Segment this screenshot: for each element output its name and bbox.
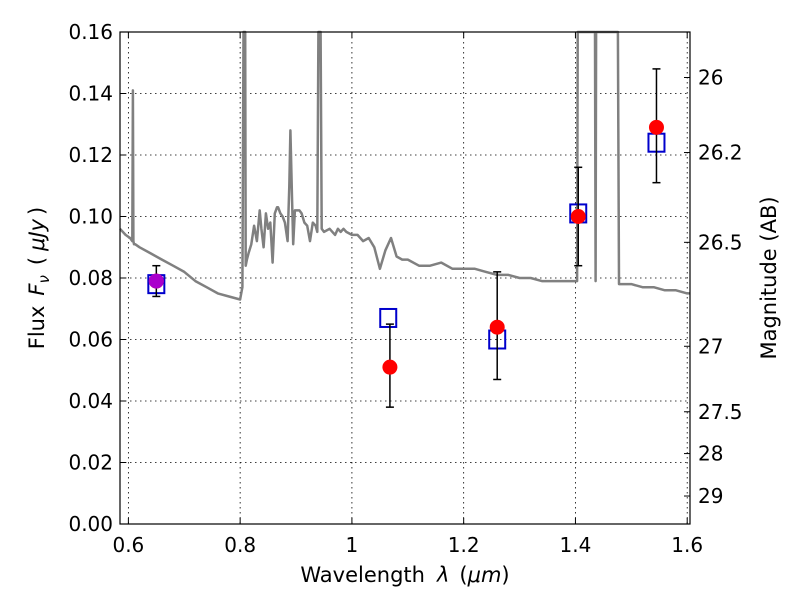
grid-lines [120, 31, 690, 525]
magnitude-tick-label: 26.5 [698, 230, 743, 254]
y-tick-label: 0.00 [68, 512, 113, 536]
y-tick-label: 0.06 [68, 328, 113, 352]
y-tick-label: 0.02 [68, 451, 113, 475]
magnitude-tick-label: 28 [698, 442, 723, 466]
magnitude-tick-label: 26.2 [698, 141, 743, 165]
y-axis-label: FluxFν(μJy) [25, 207, 53, 350]
observed-flux-point [570, 209, 586, 224]
y-tick-label: 0.04 [68, 389, 113, 413]
x-tick-label: 1 [346, 533, 359, 557]
y-tick-label: 0.08 [68, 266, 113, 290]
y-tick-label: 0.16 [68, 20, 113, 44]
model-sed-line [119, 30, 690, 301]
magnitude-tick-label: 27.5 [698, 400, 743, 424]
x-tick-label: 1.2 [448, 533, 480, 557]
y-tick-label: 0.14 [68, 82, 113, 106]
observed-flux-point [148, 273, 164, 289]
observed-flux-point [648, 119, 664, 135]
x-axis-label: Wavelength λ (μm) [300, 563, 509, 587]
observed-flux-point [489, 319, 505, 335]
photometry-layer [147, 68, 666, 408]
axis-ticks: 0.6 0.8 1 1.2 1.4 1.6 0.00 0.02 0.04 0.06 0.08 0.10… [68, 20, 742, 557]
right-axis-label: Magnitude (AB) [757, 196, 781, 359]
model-sed-layer [119, 30, 690, 301]
model-photometry-square [379, 307, 398, 328]
magnitude-tick-label: 27 [698, 334, 723, 358]
y-tick-label: 0.10 [68, 205, 113, 229]
x-tick-label: 0.8 [224, 533, 256, 557]
magnitude-tick-label: 26 [698, 66, 723, 90]
y-tick-label: 0.12 [68, 143, 113, 167]
observed-flux-point [382, 359, 398, 375]
x-tick-label: 0.6 [112, 533, 144, 557]
x-tick-label: 1.6 [671, 533, 703, 557]
x-tick-label: 1.4 [560, 533, 592, 557]
magnitude-tick-label: 29 [698, 484, 723, 508]
